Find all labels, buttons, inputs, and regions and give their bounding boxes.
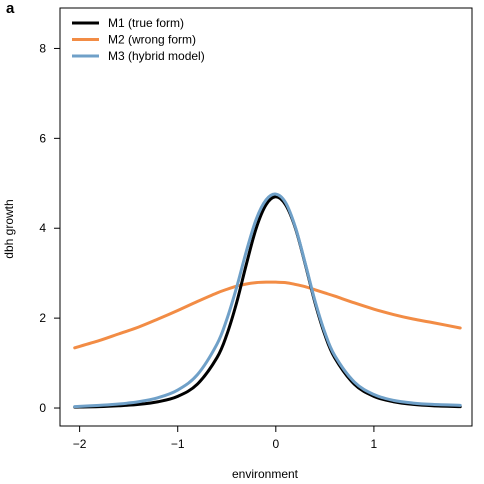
- series-line-m1-true-form: [73, 195, 462, 409]
- plot-area: [59, 7, 473, 427]
- series-layer: [73, 192, 462, 409]
- x-axis-label: environment: [232, 467, 299, 481]
- plot-frame: [59, 7, 473, 427]
- legend-label: M2 (wrong form): [108, 33, 196, 47]
- x-tick-label: 0: [272, 437, 279, 451]
- y-tick-label: 2: [39, 311, 46, 325]
- y-tick-label: 8: [39, 41, 46, 55]
- x-tick-label: −2: [73, 437, 87, 451]
- legend: M1 (true form) M2 (wrong form) M3 (hybrid …: [72, 16, 205, 63]
- axes: −2 −1 0 1 0 2 4 6 8: [39, 41, 377, 451]
- series-line-m2-wrong-form: [73, 280, 462, 350]
- y-tick-label: 6: [39, 131, 46, 145]
- x-tick-label: 1: [371, 437, 378, 451]
- panel-label: a: [6, 0, 15, 17]
- series-line-m3-hybrid-model: [73, 192, 462, 409]
- legend-label: M3 (hybrid model): [108, 49, 205, 63]
- y-axis-label: dbh growth: [2, 199, 16, 258]
- y-tick-label: 0: [39, 401, 46, 415]
- x-tick-label: −1: [171, 437, 185, 451]
- legend-label: M1 (true form): [108, 16, 184, 30]
- y-tick-label: 4: [39, 221, 46, 235]
